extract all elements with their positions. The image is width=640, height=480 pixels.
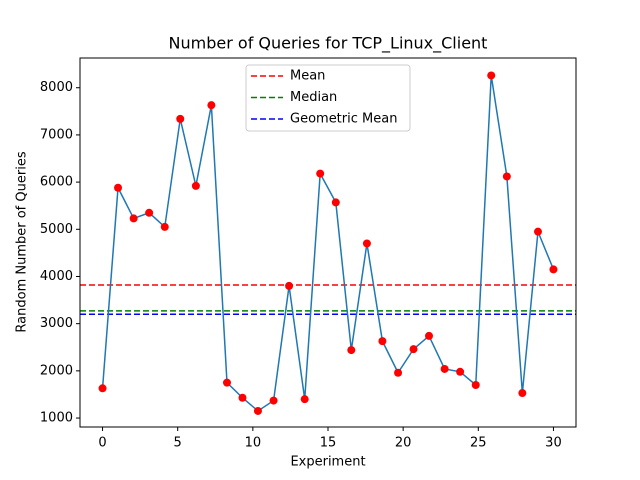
x-tick-label: 25 bbox=[470, 436, 487, 451]
data-point bbox=[269, 396, 278, 405]
data-point bbox=[378, 337, 387, 346]
data-point bbox=[487, 71, 496, 80]
x-tick-label: 20 bbox=[395, 436, 412, 451]
y-tick-label: 8000 bbox=[40, 80, 73, 95]
data-point bbox=[362, 239, 371, 248]
y-tick-label: 5000 bbox=[40, 222, 73, 237]
data-point bbox=[518, 389, 527, 398]
data-point bbox=[98, 384, 107, 393]
y-tick-label: 2000 bbox=[40, 363, 73, 378]
y-tick-label: 3000 bbox=[40, 316, 73, 331]
y-tick-label: 1000 bbox=[40, 411, 73, 426]
legend-box bbox=[245, 64, 411, 132]
data-point bbox=[347, 346, 356, 355]
y-axis-label: Random Number of Queries bbox=[15, 151, 30, 332]
data-point bbox=[456, 367, 465, 376]
data-point bbox=[129, 214, 138, 223]
data-point bbox=[533, 227, 542, 236]
x-tick-label: 30 bbox=[545, 436, 562, 451]
x-tick-label: 5 bbox=[174, 436, 182, 451]
data-point bbox=[145, 208, 154, 217]
data-point bbox=[300, 395, 309, 404]
x-tick-label: 10 bbox=[245, 436, 262, 451]
data-point bbox=[425, 331, 434, 340]
x-tick-label: 0 bbox=[98, 436, 106, 451]
data-point bbox=[331, 198, 340, 207]
data-point bbox=[471, 381, 480, 390]
data-line bbox=[101, 75, 555, 412]
legend-label: Mean bbox=[290, 69, 325, 84]
data-point bbox=[114, 183, 123, 192]
y-tick-label: 6000 bbox=[40, 175, 73, 190]
plot-frame bbox=[79, 57, 577, 428]
x-axis-label: Experiment bbox=[290, 455, 365, 470]
data-point bbox=[316, 169, 325, 178]
data-point bbox=[502, 172, 511, 181]
data-point bbox=[222, 378, 231, 387]
data-point bbox=[285, 281, 294, 290]
data-point bbox=[191, 181, 200, 190]
data-point bbox=[549, 265, 558, 274]
data-point bbox=[176, 114, 185, 123]
data-point bbox=[440, 364, 449, 373]
data-point bbox=[160, 222, 169, 231]
y-tick-label: 7000 bbox=[40, 127, 73, 142]
data-point bbox=[409, 345, 418, 354]
data-point bbox=[394, 368, 403, 377]
chart-title: Number of Queries for TCP_Linux_Client bbox=[169, 34, 488, 54]
data-point bbox=[238, 393, 247, 402]
legend-label: Geometric Mean bbox=[290, 112, 397, 127]
data-point bbox=[253, 406, 262, 415]
legend-label: Median bbox=[290, 90, 337, 105]
y-tick-label: 4000 bbox=[40, 269, 73, 284]
x-tick-label: 15 bbox=[320, 436, 337, 451]
data-point bbox=[207, 101, 216, 110]
